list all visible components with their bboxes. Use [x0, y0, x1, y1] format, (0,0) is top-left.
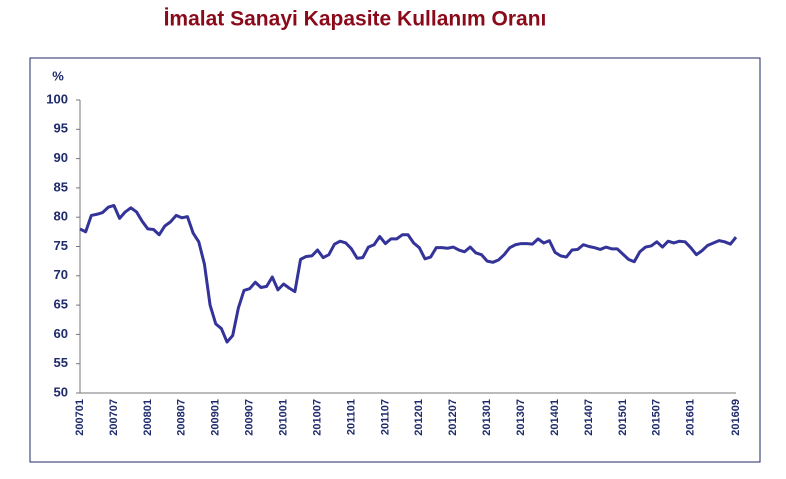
y-tick-label: 75 — [54, 238, 68, 253]
x-tick-label: 200807 — [176, 399, 188, 436]
chart-title: İmalat Sanayi Kapasite Kullanım Oranı — [164, 8, 547, 31]
x-tick-label: 201501 — [617, 399, 629, 436]
x-tick-label: 200701 — [74, 399, 86, 436]
x-tick-label: 201201 — [413, 399, 425, 436]
y-tick-label: 90 — [54, 150, 68, 165]
x-tick-label: 200707 — [108, 399, 120, 436]
x-tick-label: 200907 — [244, 399, 256, 436]
y-tick-label: 85 — [54, 179, 68, 194]
x-tick-label: 201107 — [379, 399, 391, 435]
chart-frame — [29, 57, 761, 463]
y-tick-label: 60 — [54, 326, 68, 341]
y-tick-label: 55 — [54, 355, 68, 370]
x-tick-label: 201301 — [481, 399, 493, 436]
data-line — [79, 203, 738, 344]
y-tick-label: 65 — [54, 297, 68, 312]
x-tick-label: 201101 — [345, 399, 357, 435]
x-tick-label: 200801 — [142, 399, 154, 436]
y-tick-label: 95 — [54, 121, 68, 136]
x-tick-label: 201001 — [277, 399, 289, 436]
x-tick-label: 201507 — [651, 399, 663, 436]
x-tick-label: 201307 — [515, 399, 527, 436]
y-axis-label: % — [52, 68, 64, 83]
y-tick-label: 70 — [54, 267, 68, 282]
x-tick-label: 201207 — [447, 399, 459, 436]
y-tick-label: 50 — [54, 384, 68, 399]
y-tick-label: 100 — [46, 91, 68, 106]
x-tick-label: 201007 — [311, 399, 323, 436]
x-tick-label: 200901 — [210, 399, 222, 436]
x-tick-label: 201609 — [730, 399, 742, 436]
x-tick-label: 201601 — [685, 399, 697, 436]
x-tick-label: 201407 — [583, 399, 595, 436]
y-tick-label: 80 — [54, 209, 68, 224]
x-tick-label: 201401 — [549, 399, 561, 436]
